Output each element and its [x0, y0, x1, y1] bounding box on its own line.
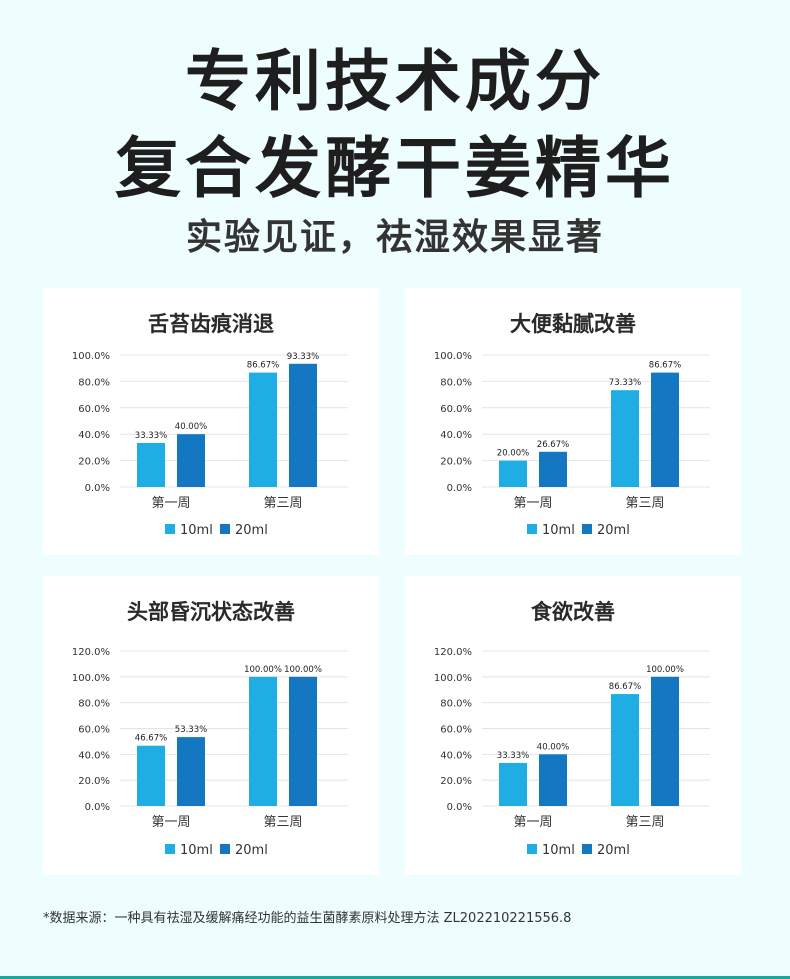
data-label: 100.00% — [244, 665, 282, 675]
x-tick-label: 第三周 — [625, 496, 664, 511]
x-tick-label: 第一周 — [151, 496, 190, 511]
y-tick-label: 20.0% — [78, 776, 110, 787]
bar-10ml-0 — [499, 762, 527, 806]
bar-20ml-0 — [539, 451, 567, 487]
chart-card-appetite: 食欲改善 0.0% 20.0% 40.0% 60.0% 80.0% 100.0% 120.0%… — [405, 576, 741, 875]
y-tick-label: 20.0% — [440, 457, 472, 468]
chart-card-head: 头部昏沉状态改善 0.0% 20.0% 40.0% 60.0% 80.0% 100.0% 12… — [43, 576, 379, 875]
data-label: 26.67% — [537, 440, 569, 450]
y-tick-label: 80.0% — [440, 699, 472, 710]
legend-swatch-10ml — [165, 844, 175, 854]
bar-20ml-0 — [539, 754, 567, 806]
data-label: 53.33% — [175, 725, 207, 735]
bar-20ml-1 — [651, 676, 679, 806]
bar-10ml-1 — [249, 372, 277, 487]
data-label: 86.67% — [247, 361, 279, 371]
data-label: 86.67% — [609, 682, 641, 692]
legend-label: 10ml — [542, 843, 575, 858]
y-tick-label: 80.0% — [440, 377, 472, 388]
bar-10ml-1 — [611, 694, 639, 806]
legend-label: 20ml — [597, 523, 630, 538]
data-label: 100.00% — [646, 665, 684, 675]
y-tick-label: 60.0% — [78, 725, 110, 736]
data-label: 73.33% — [609, 378, 641, 388]
title-line-1: 专利技术成分 — [185, 43, 605, 120]
bar-10ml-0 — [137, 443, 165, 487]
chart-title: 舌苔齿痕消退 — [148, 312, 274, 336]
y-tick-label: 80.0% — [78, 377, 110, 388]
chart-title: 大便黏腻改善 — [510, 312, 636, 336]
y-tick-label: 100.0% — [72, 351, 110, 362]
chart-title: 食欲改善 — [531, 600, 615, 624]
y-tick-label: 120.0% — [434, 647, 472, 658]
y-tick-label: 100.0% — [72, 673, 110, 684]
legend-swatch-10ml — [527, 524, 537, 534]
legend-swatch-20ml — [220, 844, 230, 854]
legend-label: 10ml — [180, 843, 213, 858]
bar-10ml-0 — [137, 745, 165, 806]
data-label: 93.33% — [287, 352, 319, 362]
y-tick-label: 60.0% — [78, 404, 110, 415]
x-tick-label: 第三周 — [263, 815, 302, 830]
y-tick-label: 0.0% — [85, 802, 110, 813]
y-tick-label: 20.0% — [78, 457, 110, 468]
legend-swatch-10ml — [527, 844, 537, 854]
x-tick-label: 第一周 — [513, 815, 552, 830]
data-label: 40.00% — [537, 742, 569, 752]
footnote: *数据来源：一种具有祛湿及缓解痛经功能的益生菌酵素原料处理方法 ZL202210… — [43, 911, 572, 926]
bar-10ml-0 — [499, 460, 527, 487]
bar-20ml-1 — [289, 676, 317, 806]
bar-20ml-0 — [177, 737, 205, 806]
data-label: 40.00% — [175, 422, 207, 432]
bar-20ml-1 — [289, 363, 317, 487]
y-tick-label: 100.0% — [434, 351, 472, 362]
x-tick-label: 第三周 — [263, 496, 302, 511]
bottom-divider — [0, 976, 790, 979]
chart-title: 头部昏沉状态改善 — [127, 600, 295, 624]
chart-plot: 0.0% 20.0% 40.0% 60.0% 80.0% 100.0% 第一周 20.00% 2… — [434, 351, 710, 538]
x-tick-label: 第三周 — [625, 815, 664, 830]
chart-card-tongue: 舌苔齿痕消退 0.0% 20.0% 40.0% 60.0% 80.0% 100.0% 第一周 3… — [43, 288, 379, 555]
data-label: 86.67% — [649, 361, 681, 371]
y-tick-label: 0.0% — [447, 483, 472, 494]
x-tick-label: 第一周 — [151, 815, 190, 830]
bar-10ml-1 — [249, 676, 277, 806]
bar-10ml-1 — [611, 390, 639, 487]
legend-label: 10ml — [180, 523, 213, 538]
subtitle: 实验见证，祛湿效果显著 — [185, 217, 604, 258]
legend-label: 20ml — [597, 843, 630, 858]
y-tick-label: 0.0% — [447, 802, 472, 813]
y-tick-label: 40.0% — [440, 750, 472, 761]
legend-label: 10ml — [542, 523, 575, 538]
bar-20ml-1 — [651, 372, 679, 487]
y-tick-label: 20.0% — [440, 776, 472, 787]
chart-card-stool: 大便黏腻改善 0.0% 20.0% 40.0% 60.0% 80.0% 100.0% 第一周 2… — [405, 288, 741, 555]
data-label: 100.00% — [284, 665, 322, 675]
y-tick-label: 60.0% — [440, 725, 472, 736]
data-label: 33.33% — [497, 751, 529, 761]
bar-20ml-0 — [177, 434, 205, 487]
y-tick-label: 40.0% — [78, 430, 110, 441]
chart-plot: 0.0% 20.0% 40.0% 60.0% 80.0% 100.0% 第一周 33.33% 4… — [72, 351, 348, 538]
legend-swatch-20ml — [582, 524, 592, 534]
chart-plot: 0.0% 20.0% 40.0% 60.0% 80.0% 100.0% 120.0% 第一周 4… — [72, 647, 348, 858]
y-tick-label: 60.0% — [440, 404, 472, 415]
legend-label: 20ml — [235, 843, 268, 858]
legend-swatch-20ml — [582, 844, 592, 854]
legend-swatch-20ml — [220, 524, 230, 534]
x-tick-label: 第一周 — [513, 496, 552, 511]
data-label: 20.00% — [497, 449, 529, 459]
data-label: 33.33% — [135, 431, 167, 441]
y-tick-label: 40.0% — [440, 430, 472, 441]
y-tick-label: 40.0% — [78, 750, 110, 761]
legend-label: 20ml — [235, 523, 268, 538]
chart-plot: 0.0% 20.0% 40.0% 60.0% 80.0% 100.0% 120.0% 第一周 3… — [434, 647, 710, 858]
legend-swatch-10ml — [165, 524, 175, 534]
title-line-2: 复合发酵干姜精华 — [115, 130, 675, 207]
y-tick-label: 80.0% — [78, 699, 110, 710]
y-tick-label: 100.0% — [434, 673, 472, 684]
data-label: 46.67% — [135, 734, 167, 744]
y-tick-label: 120.0% — [72, 647, 110, 658]
y-tick-label: 0.0% — [85, 483, 110, 494]
